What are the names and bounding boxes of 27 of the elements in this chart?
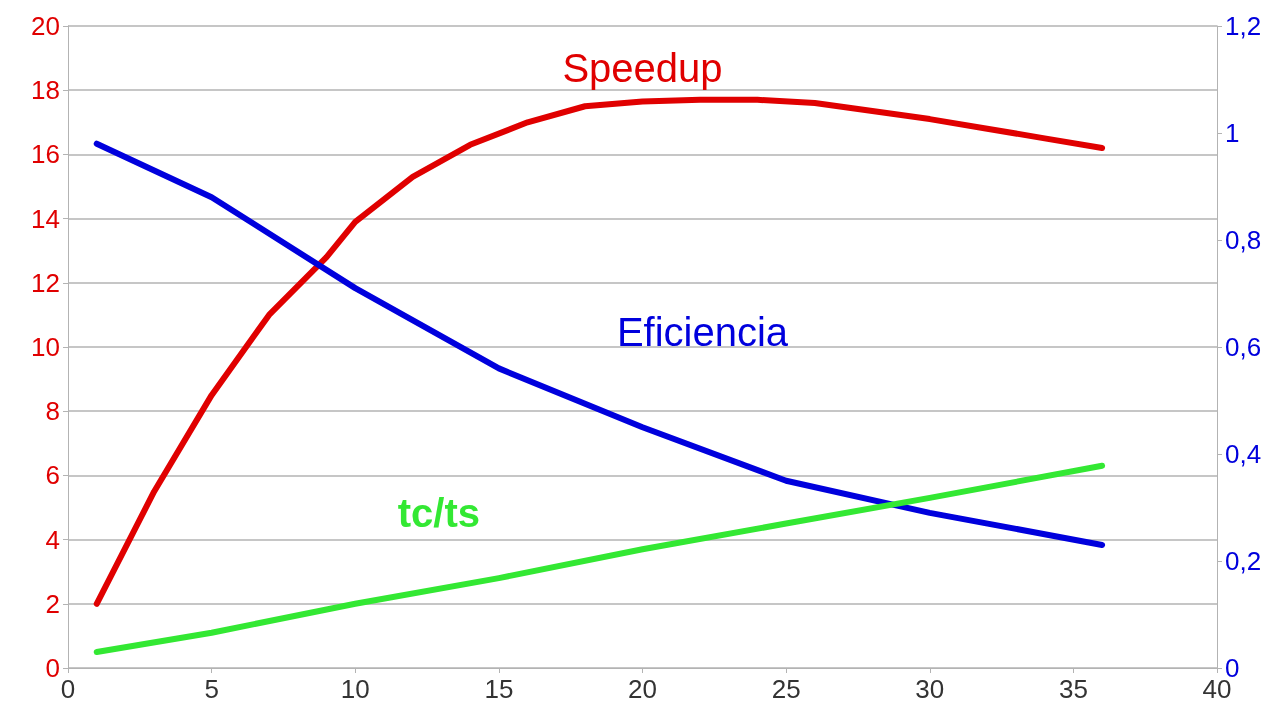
series-label: Speedup: [562, 46, 723, 91]
y-tick-label: 4: [45, 524, 60, 555]
x-tick-label: 30: [915, 674, 945, 704]
y-tick-label: 0: [45, 653, 60, 683]
y2-tick-label: 0,6: [1225, 332, 1262, 362]
x-tick-label: 25: [771, 674, 801, 704]
y-tick-label: 12: [31, 267, 60, 298]
series-label: Eficiencia: [616, 310, 789, 355]
y-tick-label: 2: [45, 588, 60, 619]
x-tick-label: 5: [204, 674, 219, 704]
y-tick-label: 6: [45, 460, 60, 491]
y-tick-label: 20: [31, 11, 60, 41]
y2-tick-label: 0,2: [1225, 546, 1262, 576]
y2-tick-label: 0,8: [1225, 225, 1262, 255]
x-tick-label: 15: [484, 674, 514, 704]
x-tick-label: 20: [628, 674, 657, 704]
y2-tick-label: 1,2: [1225, 11, 1262, 41]
y-tick-label: 18: [31, 75, 60, 106]
series-label: tc/ts: [397, 491, 480, 536]
x-tick-label: 10: [340, 674, 370, 704]
y-tick-label: 14: [31, 203, 60, 234]
y-tick-label: 16: [31, 139, 60, 170]
y-tick-label: 8: [45, 396, 60, 427]
y2-tick-label: 1: [1225, 118, 1240, 148]
x-tick-label: 35: [1058, 674, 1088, 704]
y-tick-label: 10: [31, 332, 60, 362]
y2-tick-label: 0,4: [1225, 439, 1262, 469]
